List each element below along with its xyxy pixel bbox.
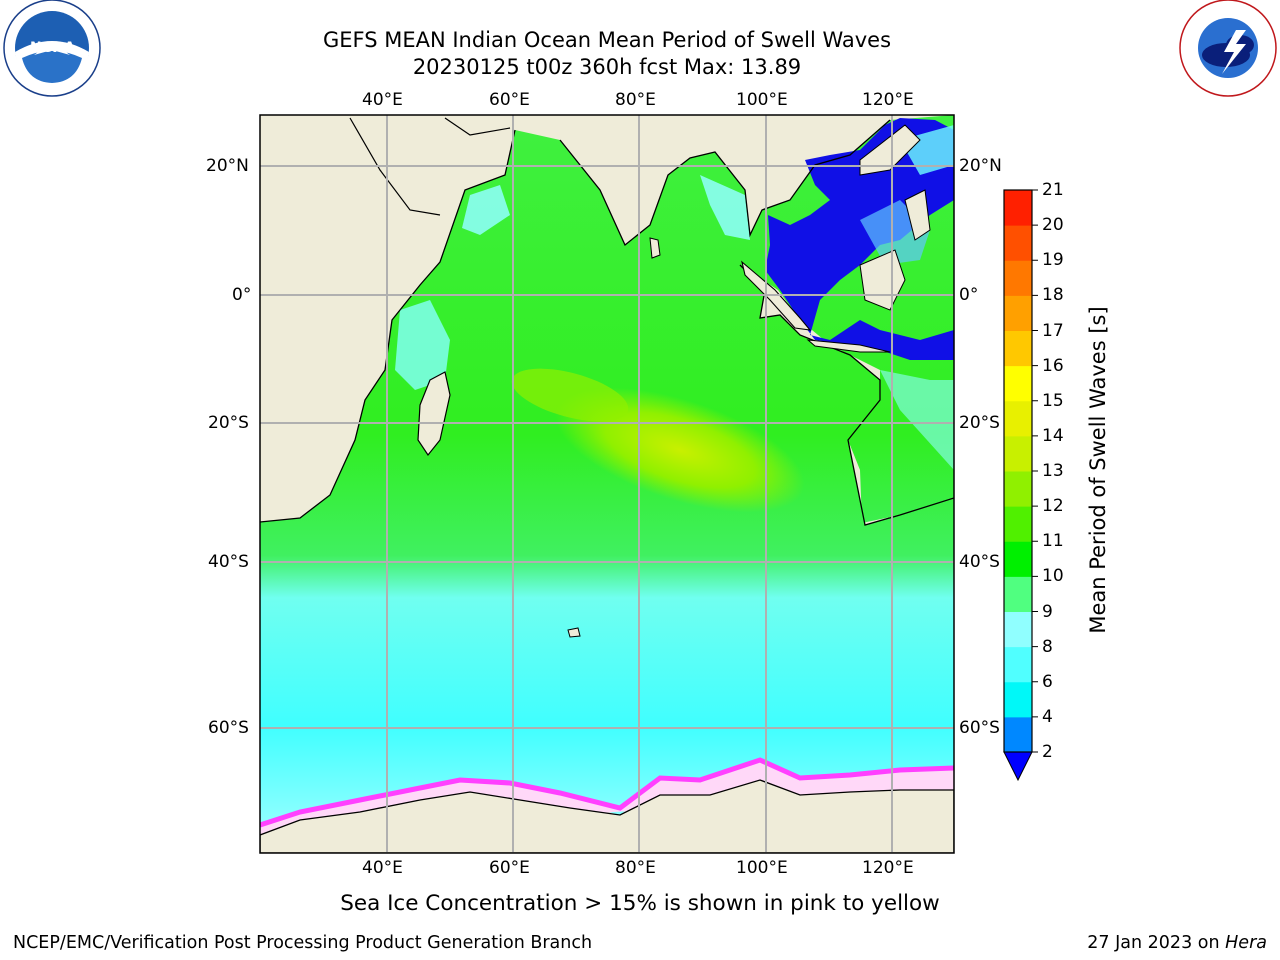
footer-credit: NCEP/EMC/Verification Post Processing Pr… [13,933,593,953]
lat-label-left-60s: 60°S [208,718,249,738]
colorbar-tick-label: 15 [1042,390,1064,411]
colorbar-segment [1004,471,1032,507]
footer-date-text: 27 Jan 2023 on [1087,933,1226,953]
coastline [260,119,954,526]
colorbar-segment [1004,260,1032,296]
lon-label-top-40e: 40°E [362,90,403,110]
colorbar-tick-label: 4 [1042,706,1053,727]
lat-label-left-0: 0° [232,285,252,305]
lon-label-bottom-120e: 120°E [862,858,914,878]
sea-ice-edge [260,757,954,828]
coastal-cyan-arabia [462,185,510,235]
colorbar-tick-label: 6 [1042,671,1053,692]
chart-subtitle: 20230125 t00z 360h fcst Max: 13.89 [412,55,802,79]
colorbar-tick-label: 16 [1042,355,1064,376]
coastal-cyan-bay-bengal [700,175,750,240]
coastal-cyan-australia [880,370,954,470]
colorbar-segment [1004,576,1032,612]
footer-date: 27 Jan 2023 on Hera [1087,932,1267,954]
map-frame [259,114,955,854]
philippines [904,189,931,241]
lat-label-right-40s: 40°S [959,552,1000,572]
antarctica [260,779,954,853]
colorbar-segment [1004,611,1032,648]
gulf-coast [444,117,511,136]
swell-patch-secondary [511,368,629,422]
lon-label-top-120e: 120°E [862,90,914,110]
chart-title: GEFS MEAN Indian Ocean Mean Period of Sw… [322,28,892,52]
colorbar-segment [1004,365,1032,402]
colorbar-segment [1004,506,1032,542]
lat-label-right-20s: 20°S [959,413,1000,433]
colorbar-tick-label: 2 [1042,742,1053,762]
lat-label-right-60s: 60°S [959,718,1000,738]
colorbar-tick-label: 12 [1042,496,1064,517]
colorbar-segment [1004,190,1032,226]
colorbar-tick-label: 8 [1042,636,1053,657]
colorbar-tick-label: 18 [1042,285,1064,306]
lon-label-top-100e: 100°E [736,90,788,110]
colorbar-segment [1004,295,1032,331]
lon-label-bottom-60e: 60°E [489,858,530,878]
noaa-logo-text: NOAA [30,40,75,56]
colorbar-tick-label: 11 [1042,531,1064,552]
colorbar-segment [1004,716,1032,753]
colorbar-tick-label: 14 [1042,425,1064,446]
lat-label-right-20n: 20°N [959,156,1002,176]
colorbar-tick-label: 9 [1042,601,1053,622]
lon-label-bottom-100e: 100°E [736,858,788,878]
lon-label-top-60e: 60°E [489,90,530,110]
lon-label-top-80e: 80°E [615,90,656,110]
colorbar-segment [1004,681,1032,718]
madagascar [417,371,451,457]
lat-label-left-20n: 20°N [206,156,249,176]
colorbar-tick-label: 21 [1042,180,1064,200]
coastal-cyan-east-africa [395,300,450,390]
colorbar-segment [1004,541,1032,577]
graticule [260,115,954,853]
footer-host: Hera [1225,933,1267,953]
colorbar-segment [1004,400,1032,437]
colorbar-tick-label: 13 [1042,461,1064,481]
lat-label-left-20s: 20°S [208,413,249,433]
colorbar-tick-label: 19 [1042,250,1064,271]
lon-label-bottom-80e: 80°E [615,858,656,878]
lat-label-left-40s: 40°S [208,552,249,572]
colorbar-under-triangle [1003,751,1033,782]
colorbar-segment [1004,225,1032,261]
kerguelen [567,627,581,638]
colorbar-segment [1004,435,1032,472]
colorbar-segment [1004,330,1032,367]
sri-lanka [649,237,661,259]
deep-blue-south-china-sea [765,118,954,360]
colorbar-tick-label: 20 [1042,215,1064,236]
sea-ice-caption: Sea Ice Concentration > 15% is shown in … [340,891,940,916]
lat-label-right-0: 0° [959,285,979,305]
java [806,339,891,353]
lon-label-bottom-40e: 40°E [362,858,403,878]
colorbar-tick-label: 17 [1042,320,1064,341]
colorbar [1003,189,1038,782]
red-sea-coast [349,117,441,216]
colorbar-tick-label: 10 [1042,566,1064,587]
south-china-coast [859,124,921,176]
colorbar-segment [1004,646,1032,683]
colorbar-label: Mean Period of Swell Waves [s] [1086,306,1110,634]
